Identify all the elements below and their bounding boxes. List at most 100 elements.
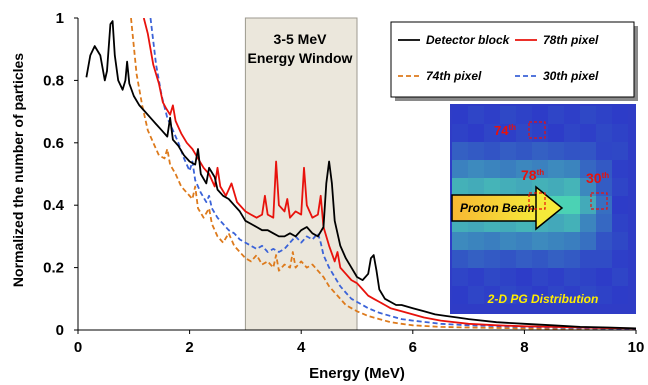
pixel-78-number: 78 (521, 167, 537, 183)
heatmap-cell (516, 160, 532, 178)
heatmap-cell (564, 196, 580, 214)
heatmap-cell (532, 232, 548, 250)
heatmap-cell (452, 124, 468, 142)
heatmap-cell (580, 196, 596, 214)
heatmap-cell (564, 286, 580, 304)
heatmap-cell (484, 286, 500, 304)
heatmap-cell (452, 250, 468, 268)
heatmap-cell (548, 178, 564, 196)
heatmap-cell (580, 268, 596, 286)
legend-label: 30th pixel (543, 69, 599, 83)
heatmap-cell (484, 106, 500, 124)
heatmap-cell (516, 232, 532, 250)
pixel-78-label: 78th (521, 167, 544, 183)
heatmap-cell (500, 142, 516, 160)
heatmap-cell (564, 142, 580, 160)
series-line-74th-pixel (130, 18, 636, 330)
energy-window-label-line1: 3-5 MeV (274, 31, 328, 47)
heatmap-cell (468, 178, 484, 196)
heatmap-cell (548, 160, 564, 178)
heatmap-cell (548, 124, 564, 142)
heatmap-cell (468, 124, 484, 142)
heatmap-cell (580, 232, 596, 250)
heatmap-cell (516, 250, 532, 268)
heatmap-cell (468, 286, 484, 304)
pixel-74-suffix: th (508, 123, 516, 132)
heatmap-cell (452, 160, 468, 178)
heatmap-cell (596, 286, 612, 304)
series-lines (85, 18, 636, 330)
pixel-78-suffix: th (537, 168, 545, 177)
heatmap-cell (532, 268, 548, 286)
heatmap-cell (532, 106, 548, 124)
x-tick-label: 8 (520, 339, 528, 356)
heatmap-cell (500, 124, 516, 142)
heatmap-cell (580, 214, 596, 232)
heatmap-cell (596, 196, 612, 214)
legend-label: 74th pixel (426, 69, 482, 83)
heatmap-cell (580, 178, 596, 196)
heatmap-cell (516, 268, 532, 286)
heatmap-cell (564, 106, 580, 124)
energy-window-label-line2: Energy Window (248, 50, 353, 66)
heatmap-cell (500, 106, 516, 124)
heatmap-cell (468, 106, 484, 124)
heatmap-cell (596, 160, 612, 178)
heatmap-cell (468, 250, 484, 268)
heatmap-cell (500, 286, 516, 304)
heatmap-cell (580, 160, 596, 178)
beam-arrow-body (451, 194, 539, 222)
pixel-30-suffix: th (602, 171, 610, 180)
heatmap-cell (580, 142, 596, 160)
heatmap-cell (452, 268, 468, 286)
heatmap-cell (548, 268, 564, 286)
heatmap-cell (532, 142, 548, 160)
y-axis-label: Normalized the number of particles (10, 53, 26, 287)
x-axis-label: Energy (MeV) (309, 365, 405, 382)
pixel-30-label: 30th (586, 170, 609, 186)
heatmap-cell (484, 250, 500, 268)
legend-label: Detector block (426, 33, 511, 47)
pixel-30-marker (590, 192, 608, 210)
heatmap-cell (452, 286, 468, 304)
heatmap-cell (484, 268, 500, 286)
legend-box (390, 21, 635, 98)
heatmap-cell (468, 232, 484, 250)
heatmap-cell (532, 286, 548, 304)
heatmap-cell (516, 106, 532, 124)
heatmap-cell (500, 160, 516, 178)
heatmap-cell (484, 232, 500, 250)
heatmap-cell (452, 232, 468, 250)
heatmap-cell (612, 142, 628, 160)
heatmap-cell (564, 268, 580, 286)
heatmap-cell (548, 250, 564, 268)
heatmap-cell (596, 232, 612, 250)
heatmap-cell (564, 178, 580, 196)
series-line-detector-block (85, 20, 636, 330)
pg-distribution-inset: Proton Beam 74th 78th 30th 2-D PG Distri… (450, 104, 636, 314)
heatmap-cell (564, 124, 580, 142)
heatmap-cell (548, 214, 564, 232)
legend-label: 78th pixel (543, 33, 599, 47)
heatmap-cell (612, 232, 628, 250)
heatmap-cell (516, 142, 532, 160)
heatmap-cell (580, 106, 596, 124)
heatmap-cell (612, 250, 628, 268)
y-tick-label: 0.8 (43, 72, 64, 89)
y-tick-label: 0.2 (43, 260, 64, 277)
pixel-78-marker (528, 192, 546, 210)
legend: Detector block 78th pixel 74th pixel 30th p… (390, 21, 638, 101)
heatmap-cell (580, 124, 596, 142)
y-tick-label: 0 (56, 322, 64, 339)
heatmap-cell (596, 268, 612, 286)
heatmap-cell (516, 286, 532, 304)
heatmap-cell (532, 160, 548, 178)
heatmap-cell (452, 178, 468, 196)
pixel-74-marker (528, 121, 546, 139)
x-tick-label: 6 (409, 339, 417, 356)
x-tick-label: 4 (297, 339, 306, 356)
heatmap-cell (548, 286, 564, 304)
series-line-78th-pixel (142, 18, 636, 330)
heatmap-cell (612, 106, 628, 124)
